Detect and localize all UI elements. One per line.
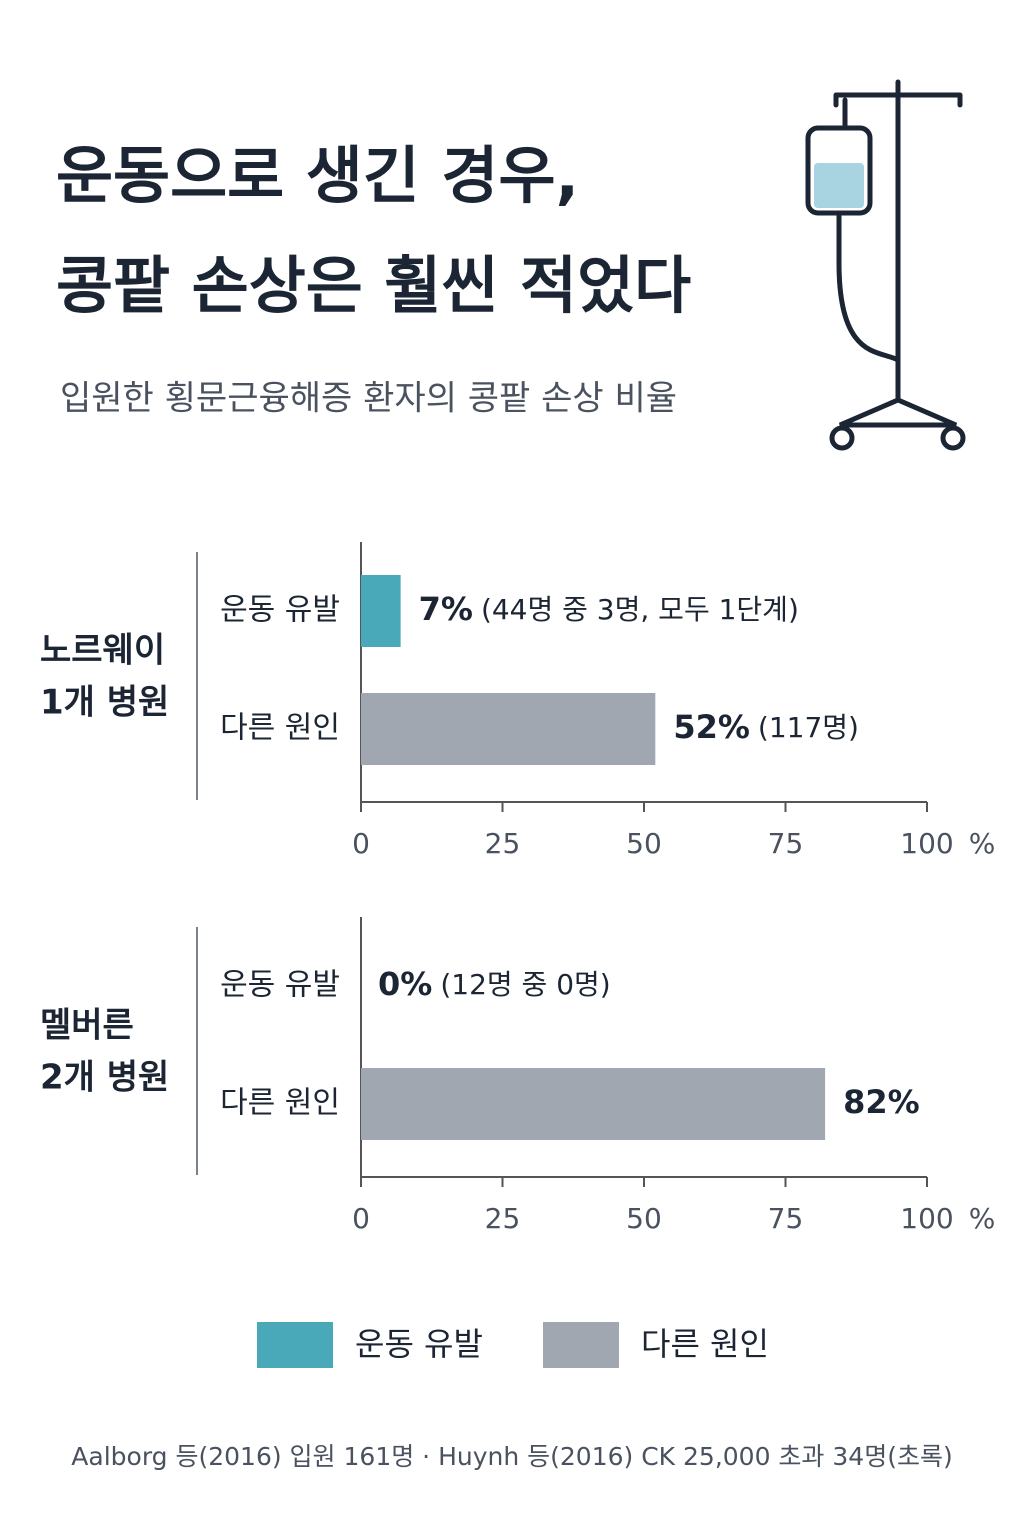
x-tick-label: 0 xyxy=(352,827,370,860)
value-label: 0% xyxy=(378,965,432,1003)
category-label: 운동 유발 xyxy=(220,593,340,628)
value-label-group: 0% (12명 중 0명) xyxy=(378,965,611,1003)
legend-label: 운동 유발 xyxy=(355,1325,483,1363)
value-label-group: 52% (117명) xyxy=(673,708,859,746)
x-tick-label: 75 xyxy=(768,1202,804,1235)
bar xyxy=(361,1068,826,1140)
x-tick-label: 0 xyxy=(352,1202,370,1235)
title-line: 콩팥 손상은 훨씬 적었다 xyxy=(56,249,691,322)
x-unit: % xyxy=(969,1202,996,1235)
value-label: 52% xyxy=(673,708,750,746)
group-label: 노르웨이 xyxy=(40,631,165,671)
x-tick-label: 25 xyxy=(485,827,521,860)
group-label: 2개 병원 xyxy=(40,1058,169,1098)
legend-label: 다른 원인 xyxy=(641,1325,769,1363)
subtitle: 입원한 횡문근융해증 환자의 콩팥 손상 비율 xyxy=(60,379,677,419)
bar xyxy=(361,575,401,647)
value-note: (117명) xyxy=(758,711,859,744)
x-tick-label: 50 xyxy=(626,827,662,860)
bar xyxy=(361,693,656,765)
x-unit: % xyxy=(969,827,996,860)
value-note: (44명 중 3명, 모두 1단계) xyxy=(481,593,799,626)
group-label: 1개 병원 xyxy=(40,683,169,723)
category-label: 다른 원인 xyxy=(220,711,340,746)
x-tick-label: 50 xyxy=(626,1202,662,1235)
legend-swatch xyxy=(257,1322,333,1368)
x-tick-label: 100 xyxy=(900,1202,953,1235)
category-label: 다른 원인 xyxy=(220,1086,340,1121)
category-label: 운동 유발 xyxy=(220,968,340,1003)
value-label: 7% xyxy=(419,590,473,628)
x-tick-label: 75 xyxy=(768,827,804,860)
x-tick-label: 25 xyxy=(485,1202,521,1235)
value-label: 82% xyxy=(843,1083,920,1121)
iv-stand-icon xyxy=(805,79,966,451)
legend-swatch xyxy=(543,1322,619,1368)
title-line: 운동으로 생긴 경우, xyxy=(56,139,579,212)
x-tick-label: 100 xyxy=(900,827,953,860)
value-label-group: 82% xyxy=(843,1083,920,1121)
source: Aalborg 등(2016) 입원 161명 · Huynh 등(2016) … xyxy=(71,1442,952,1471)
value-label-group: 7% (44명 중 3명, 모두 1단계) xyxy=(419,590,799,628)
value-note: (12명 중 0명) xyxy=(440,968,610,1001)
group-label: 멜버른 xyxy=(40,1006,134,1046)
